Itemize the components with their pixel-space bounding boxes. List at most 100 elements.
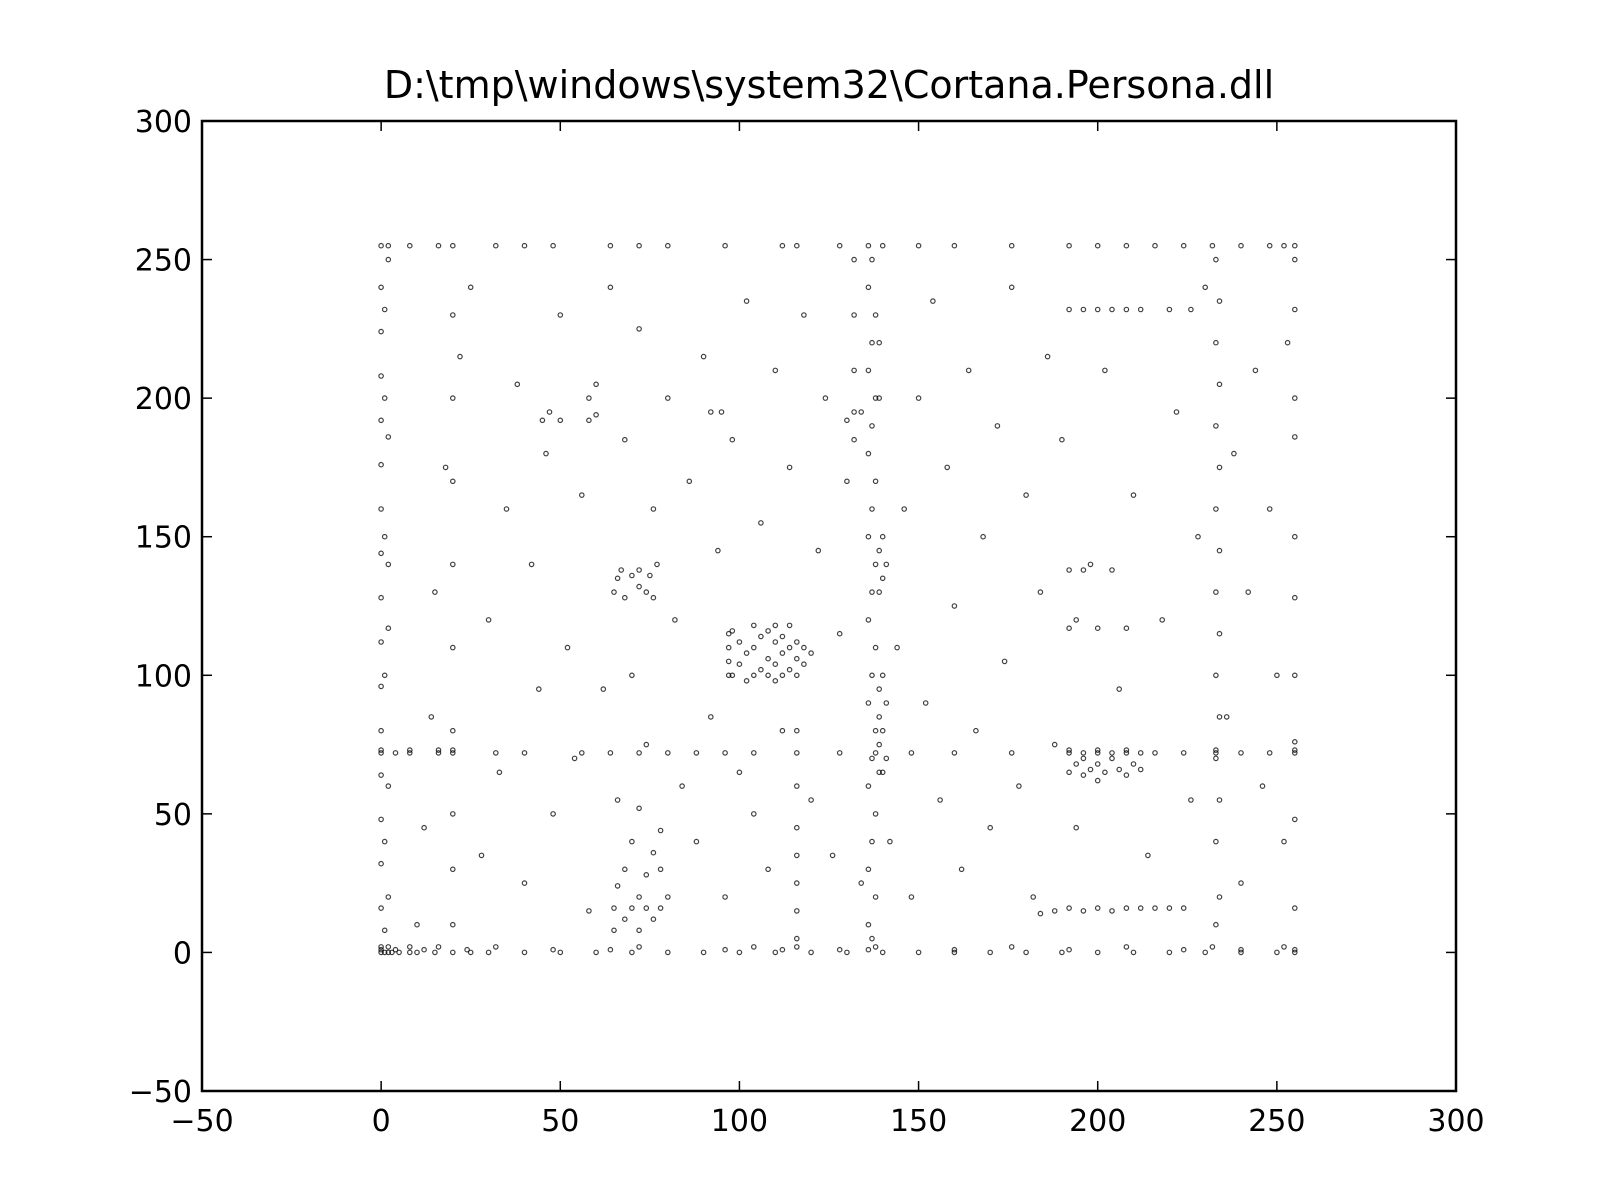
data-point (1213, 672, 1219, 679)
data-point (1109, 750, 1115, 756)
data-point (492, 944, 499, 950)
data-point (1023, 949, 1029, 956)
x-axis: −50 0 50 100 150 200 250 300 (170, 121, 1485, 1139)
data-point (779, 727, 786, 734)
data-point (1080, 306, 1087, 313)
data-point (700, 353, 707, 360)
data-point (1008, 284, 1015, 291)
data-point (535, 686, 542, 692)
data-point (930, 298, 936, 304)
data-point (951, 949, 958, 956)
data-point (636, 805, 642, 812)
data-point (650, 849, 657, 856)
data-point (607, 284, 614, 291)
data-point (772, 622, 779, 629)
data-point (414, 921, 420, 928)
data-point (543, 450, 549, 457)
data-point (1094, 905, 1101, 911)
data-point (725, 658, 732, 665)
data-point (521, 242, 528, 249)
data-point (1152, 905, 1158, 911)
data-point (1137, 766, 1144, 773)
data-point (743, 298, 750, 304)
data-point (1130, 492, 1137, 498)
data-point (1213, 838, 1219, 845)
data-point (1292, 905, 1298, 911)
data-point (758, 520, 764, 526)
data-point (865, 783, 872, 789)
data-point (1102, 367, 1108, 374)
data-point (657, 827, 664, 834)
data-point (808, 949, 814, 956)
data-point (432, 589, 438, 595)
data-point (1188, 306, 1194, 313)
data-point (1252, 367, 1259, 374)
data-point (869, 838, 875, 845)
data-point (378, 461, 384, 468)
data-point (428, 714, 435, 720)
data-point (937, 797, 943, 803)
data-point (786, 622, 793, 629)
data-point (729, 672, 736, 679)
data-point (432, 949, 438, 956)
data-point (1213, 921, 1219, 928)
data-point (876, 339, 883, 346)
data-point (1073, 761, 1080, 767)
x-tick-label: −50 (170, 1104, 233, 1139)
data-point (865, 533, 872, 540)
data-point (1173, 409, 1180, 415)
data-point (629, 838, 635, 845)
data-point (915, 949, 922, 956)
data-point (786, 644, 793, 651)
data-point (378, 860, 384, 867)
data-point (772, 677, 779, 684)
data-point (1008, 242, 1015, 249)
data-point (1016, 783, 1022, 789)
data-point (378, 506, 384, 512)
y-tick-label: −50 (129, 1075, 192, 1110)
data-point (1123, 242, 1130, 249)
data-point (378, 284, 384, 291)
data-point (965, 367, 972, 374)
data-point (1087, 561, 1094, 568)
data-point (994, 423, 1001, 429)
axes-frame (200, 119, 1458, 1093)
data-point (879, 672, 886, 679)
data-point (951, 750, 958, 756)
data-point (636, 326, 642, 332)
data-point (457, 353, 463, 360)
data-point (793, 880, 800, 886)
data-point (1066, 747, 1072, 753)
data-point (844, 417, 850, 424)
data-point (951, 242, 958, 249)
data-point (378, 946, 384, 953)
data-point (643, 905, 650, 911)
data-point (1152, 750, 1158, 756)
y-tick-label: 150 (135, 521, 192, 556)
data-point (779, 672, 786, 679)
data-point (464, 946, 470, 953)
data-point (1109, 567, 1115, 573)
data-point (1008, 944, 1015, 950)
data-point (1123, 747, 1130, 753)
data-point (1123, 625, 1130, 632)
data-point (1238, 750, 1244, 756)
data-point (1213, 750, 1219, 756)
data-point (722, 894, 728, 900)
data-point (851, 367, 857, 374)
data-point (1292, 672, 1298, 679)
data-point (1094, 625, 1101, 632)
data-point (1292, 738, 1298, 745)
x-tick-label: 200 (1069, 1104, 1126, 1139)
y-tick-label: 100 (135, 659, 192, 694)
data-point (750, 811, 757, 817)
data-point (883, 561, 890, 568)
data-point (1109, 755, 1115, 762)
data-point (1094, 750, 1101, 756)
data-point (392, 946, 399, 953)
x-tick-label: 100 (711, 1104, 768, 1139)
data-point (793, 639, 800, 645)
data-point (1292, 306, 1298, 313)
